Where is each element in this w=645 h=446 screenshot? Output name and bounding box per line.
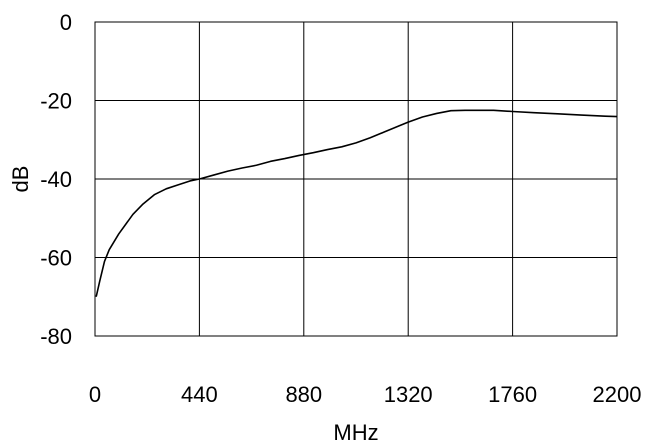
x-tick-label: 1760: [488, 382, 537, 407]
x-tick-label: 2200: [593, 382, 642, 407]
x-tick-label: 880: [285, 382, 322, 407]
y-tick-label: -60: [40, 246, 72, 271]
y-tick-label: -80: [40, 324, 72, 349]
x-tick-label: 440: [181, 382, 218, 407]
y-axis-ticks: 0 -20 -40 -60 -80: [40, 10, 72, 349]
x-tick-label: 0: [89, 382, 101, 407]
y-tick-label: 0: [60, 10, 72, 35]
series-line-0: [95, 109, 618, 297]
plot-frame: [94, 21, 618, 337]
y-tick-label: -20: [40, 89, 72, 114]
y-tick-label: -40: [40, 167, 72, 192]
x-axis-title: MHz: [333, 420, 378, 445]
y-axis-title: dB: [8, 166, 33, 193]
series-layer: [95, 109, 618, 297]
x-tick-label: 1320: [384, 382, 433, 407]
grid: [94, 21, 618, 337]
x-axis-ticks: 0 440 880 1320 1760 2200: [89, 382, 642, 407]
